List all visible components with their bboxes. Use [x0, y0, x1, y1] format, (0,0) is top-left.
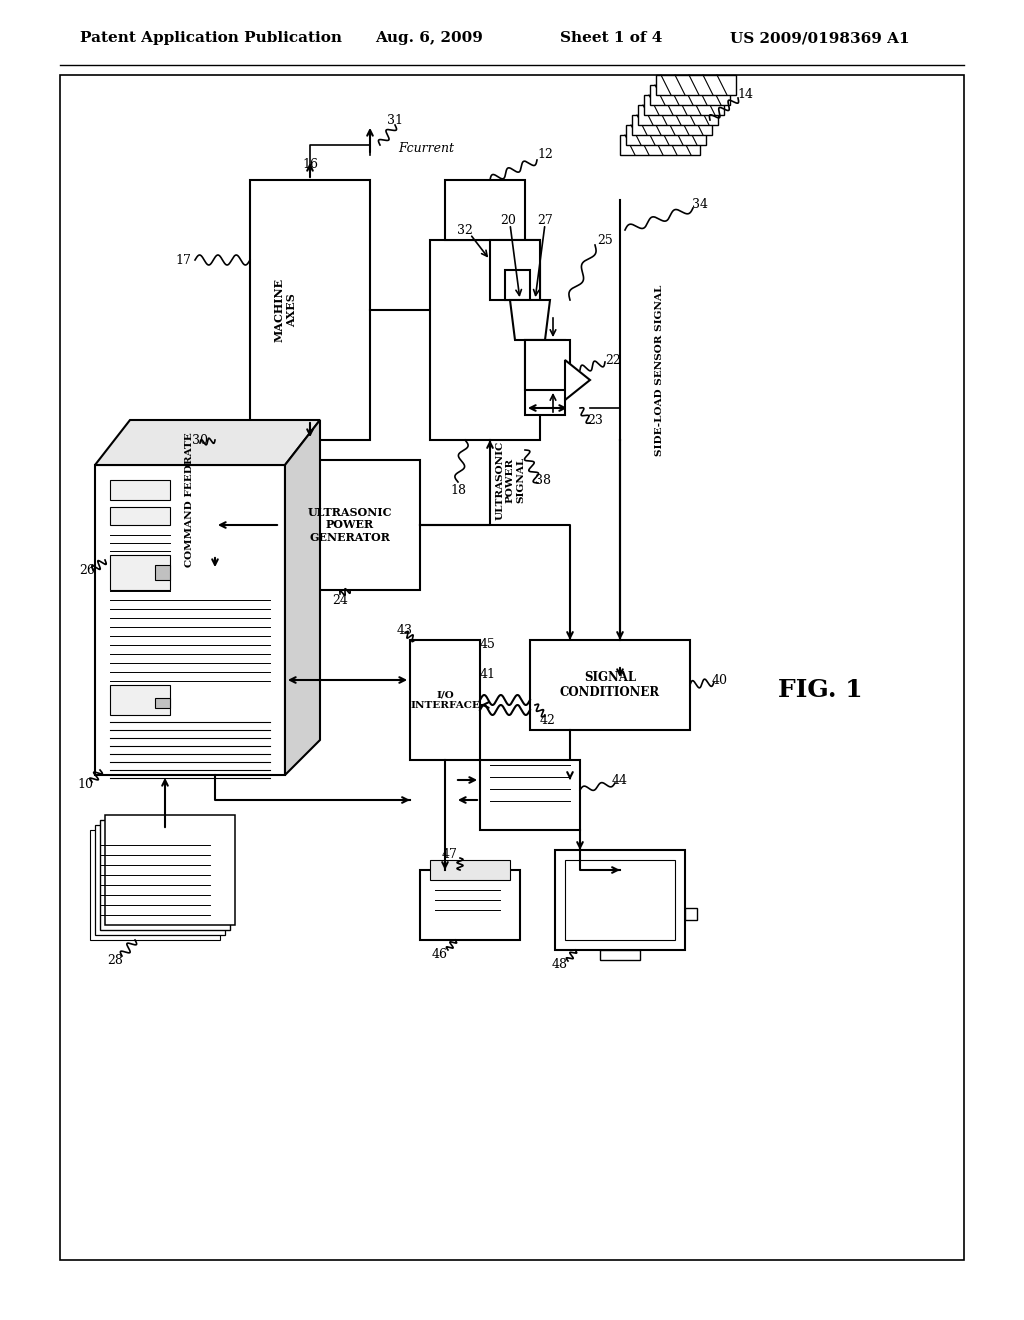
Bar: [60, 75, 964, 1261]
Bar: [430, 240, 540, 440]
Bar: [445, 180, 525, 240]
Text: 30: 30: [193, 433, 208, 446]
Polygon shape: [620, 135, 700, 154]
Bar: [100, 820, 230, 931]
Polygon shape: [565, 360, 590, 400]
Text: 47: 47: [442, 849, 458, 862]
Text: 17: 17: [175, 253, 190, 267]
Bar: [685, 908, 697, 920]
Text: 31: 31: [387, 114, 403, 127]
Text: 34: 34: [692, 198, 708, 211]
Bar: [155, 698, 170, 708]
Text: 22: 22: [605, 354, 621, 367]
Text: Aug. 6, 2009: Aug. 6, 2009: [375, 30, 483, 45]
Text: 10: 10: [77, 779, 93, 792]
Bar: [155, 565, 170, 579]
Bar: [430, 861, 510, 880]
Text: 16: 16: [302, 158, 318, 172]
Bar: [490, 240, 540, 300]
Polygon shape: [632, 115, 712, 135]
Bar: [90, 830, 220, 940]
Polygon shape: [525, 341, 580, 414]
Polygon shape: [285, 420, 319, 775]
Polygon shape: [95, 420, 319, 465]
Text: 20: 20: [500, 214, 516, 227]
Text: 12: 12: [537, 149, 553, 161]
Bar: [420, 870, 520, 940]
Text: 25: 25: [597, 234, 613, 247]
Text: 48: 48: [552, 958, 568, 972]
Polygon shape: [650, 84, 730, 106]
Bar: [505, 271, 530, 300]
Text: 38: 38: [535, 474, 551, 487]
Polygon shape: [510, 300, 550, 341]
Bar: [480, 760, 580, 830]
Bar: [110, 507, 170, 525]
Text: 44: 44: [612, 774, 628, 787]
Text: ULTRASONIC
POWER
GENERATOR: ULTRASONIC POWER GENERATOR: [308, 507, 392, 544]
Bar: [110, 685, 170, 715]
Text: 32: 32: [457, 223, 473, 236]
Bar: [600, 950, 640, 960]
Text: FIG. 1: FIG. 1: [777, 678, 862, 702]
Bar: [110, 480, 170, 500]
Text: 40: 40: [712, 673, 728, 686]
Bar: [95, 825, 225, 935]
Bar: [555, 850, 685, 950]
Text: 45: 45: [480, 639, 496, 652]
Text: 23: 23: [587, 413, 603, 426]
Text: Fcurrent: Fcurrent: [398, 141, 454, 154]
Bar: [95, 465, 285, 775]
Bar: [280, 459, 420, 590]
Polygon shape: [644, 95, 724, 115]
Polygon shape: [638, 106, 718, 125]
Text: US 2009/0198369 A1: US 2009/0198369 A1: [730, 30, 909, 45]
Bar: [250, 180, 370, 440]
Text: I/O
INTERFACE: I/O INTERFACE: [410, 690, 480, 710]
Bar: [410, 640, 480, 760]
Text: 18: 18: [450, 483, 466, 496]
Text: SIGNAL
CONDITIONER: SIGNAL CONDITIONER: [560, 671, 660, 700]
Bar: [110, 554, 170, 590]
Polygon shape: [656, 75, 736, 95]
Text: ULTRASONIC
POWER
SIGNAL: ULTRASONIC POWER SIGNAL: [495, 441, 525, 520]
Bar: [530, 640, 690, 730]
Text: 42: 42: [540, 714, 556, 726]
Text: MACHINE
AXES: MACHINE AXES: [273, 279, 297, 342]
Text: 41: 41: [480, 668, 496, 681]
Bar: [525, 341, 570, 389]
Text: COMMAND FEEDRATE: COMMAND FEEDRATE: [185, 433, 195, 568]
Text: Patent Application Publication: Patent Application Publication: [80, 30, 342, 45]
Text: 14: 14: [737, 88, 753, 102]
Text: 24: 24: [332, 594, 348, 606]
Text: 26: 26: [79, 564, 95, 577]
Bar: [105, 814, 234, 925]
Bar: [565, 861, 675, 940]
Polygon shape: [626, 125, 706, 145]
Text: Sheet 1 of 4: Sheet 1 of 4: [560, 30, 663, 45]
Text: 28: 28: [108, 953, 123, 966]
Text: SIDE-LOAD SENSOR SIGNAL: SIDE-LOAD SENSOR SIGNAL: [655, 284, 665, 455]
Text: 27: 27: [538, 214, 553, 227]
Text: 46: 46: [432, 949, 449, 961]
Text: 43: 43: [397, 623, 413, 636]
